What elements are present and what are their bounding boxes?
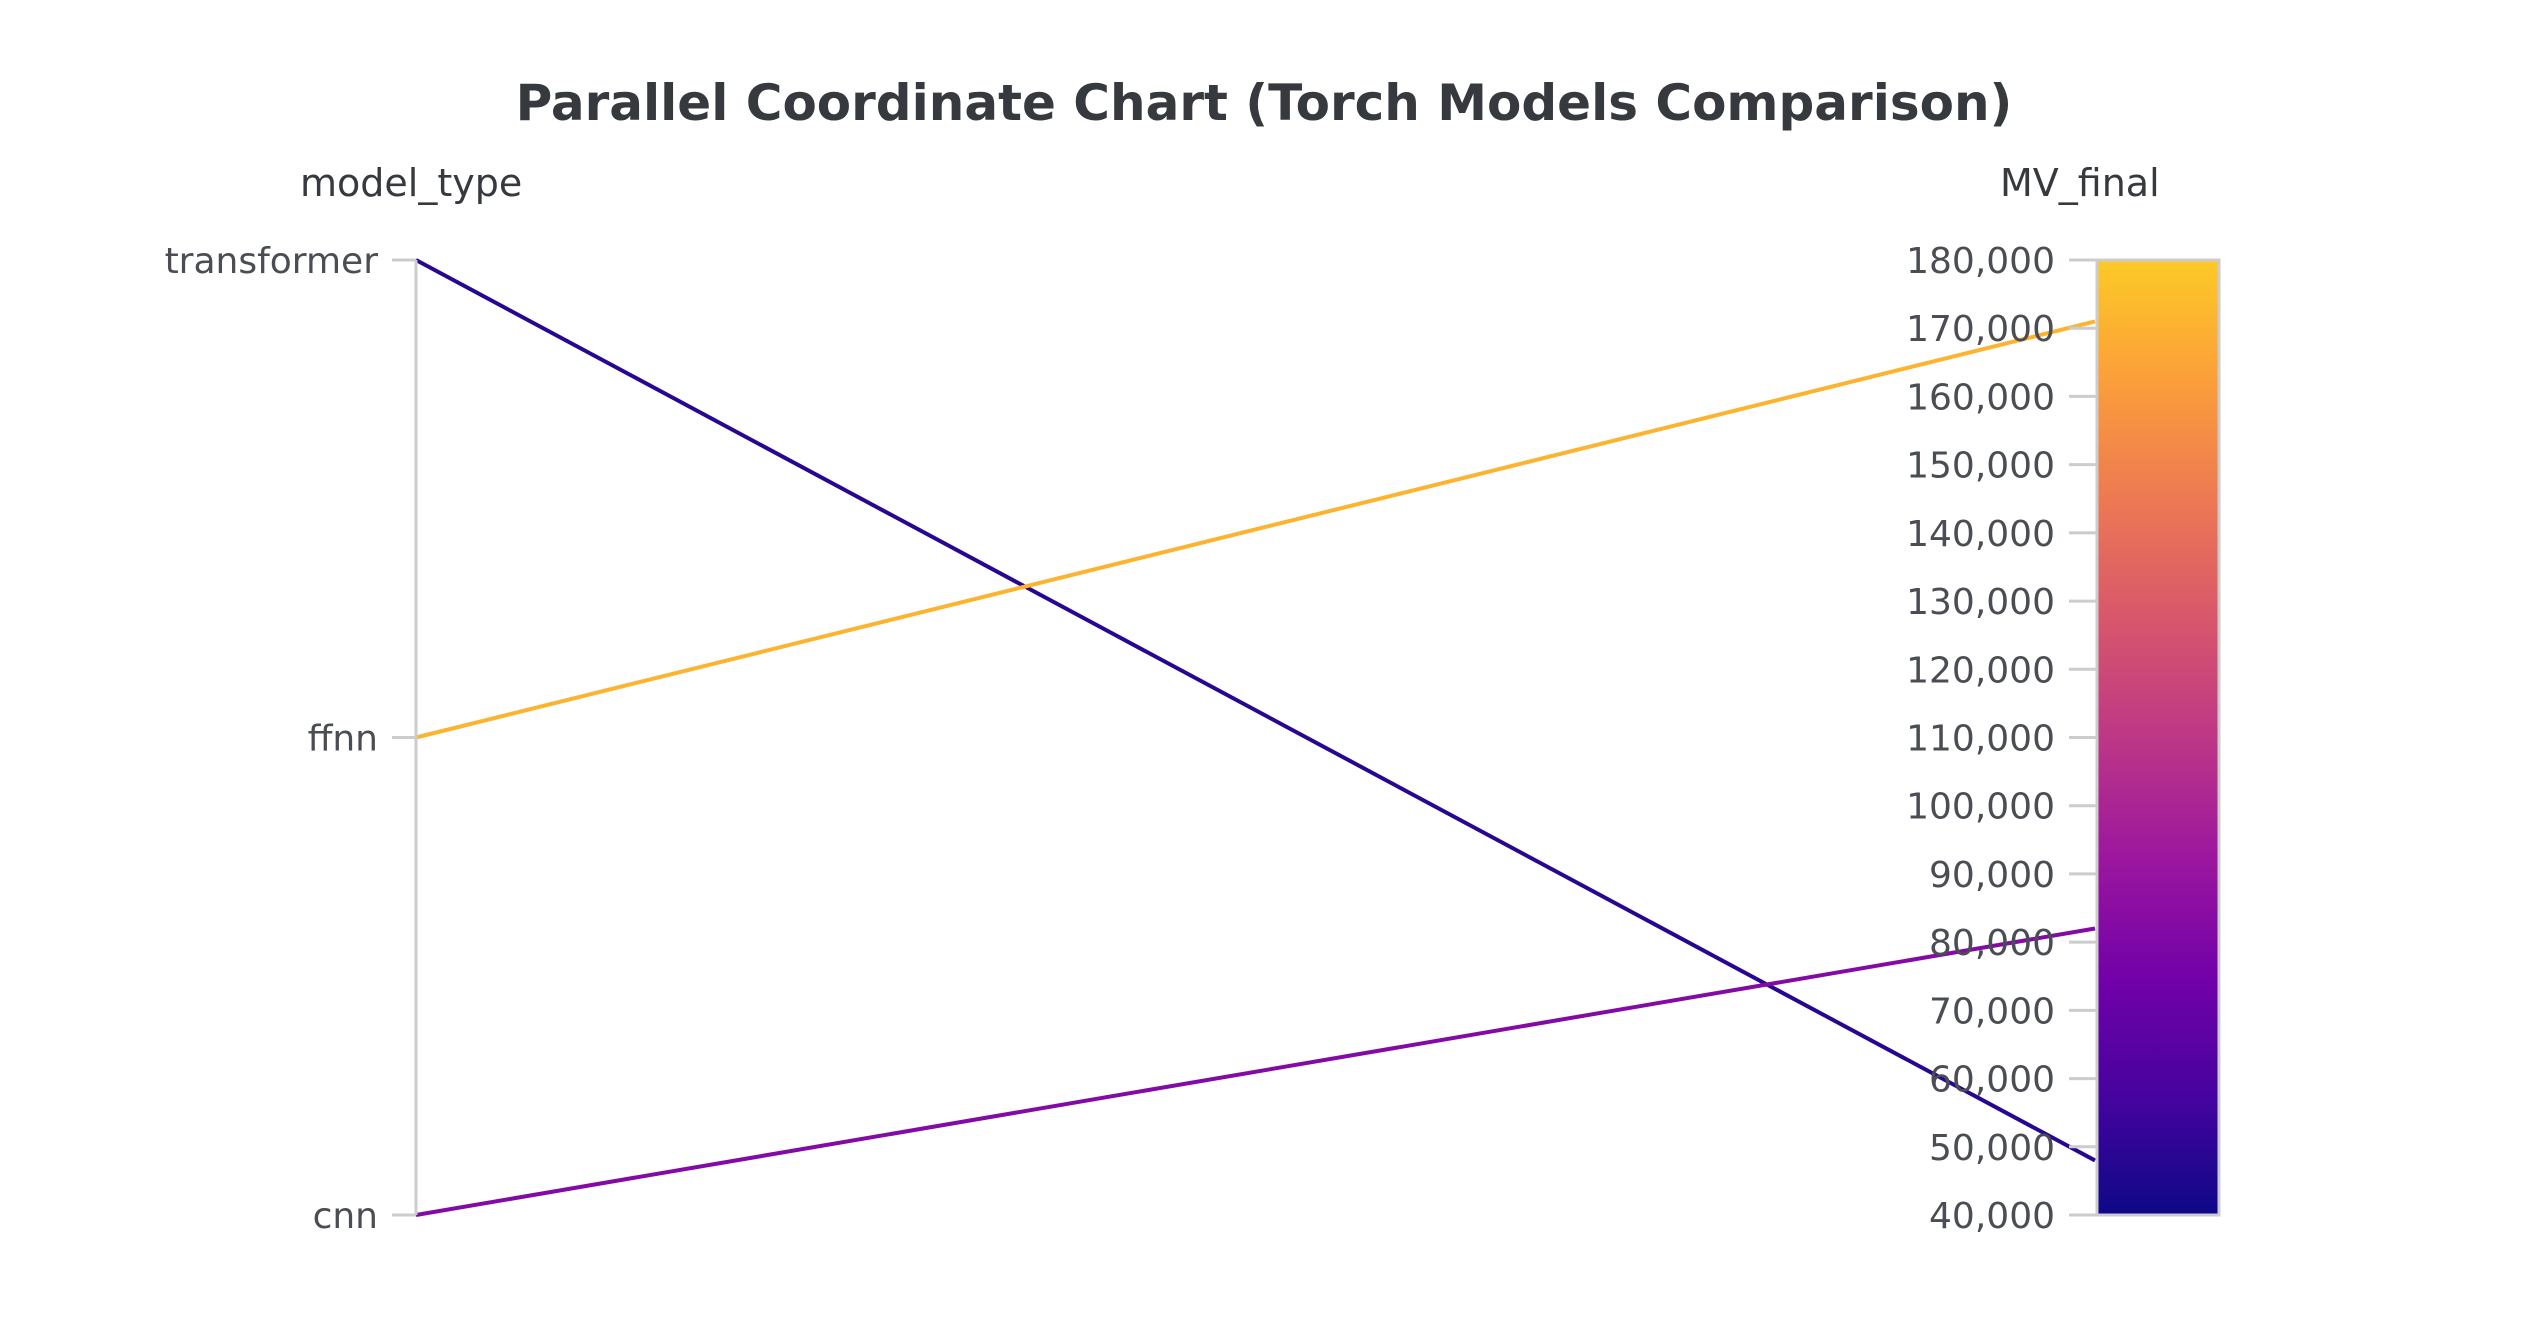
mv-final-tick-label: 110,000 [1906,719,2055,760]
mv-final-tick-label: 130,000 [1906,582,2055,623]
mv-final-tick-label: 50,000 [1929,1128,2055,1169]
mv-final-tick-label: 90,000 [1929,855,2055,896]
mv-final-tick-label: 60,000 [1929,1060,2055,1101]
mv-final-tick-label: 120,000 [1906,650,2055,691]
colorbar [2095,258,2221,1217]
model-type-tick-label-ffnn: ffnn [308,719,378,760]
mv-final-axis-label: MV_final [2000,161,2160,205]
record-line-transformer [415,258,2096,1163]
mv-final-tick-label: 180,000 [1906,241,2055,282]
mv-final-tick-label: 170,000 [1906,309,2055,350]
mv-final-tick-label: 100,000 [1906,787,2055,828]
mv-final-tick-label: 140,000 [1906,514,2055,555]
mv-final-tick-label: 160,000 [1906,377,2055,418]
mv-final-tick-label: 70,000 [1929,991,2055,1032]
record-line-cnn [415,926,2096,1217]
model-type-axis-label: model_type [300,161,522,205]
chart-title: Parallel Coordinate Chart (Torch Models … [516,74,2013,132]
model-type-tick-label-cnn: cnn [313,1196,378,1237]
model-type-tick-label-transformer: transformer [165,241,379,282]
mv-final-tick-label: 150,000 [1906,446,2055,487]
record-line-ffnn [415,319,2096,740]
series-lines [415,258,2096,1217]
colorbar-gradient [2095,258,2221,1217]
mv-final-tick-label: 80,000 [1929,923,2055,964]
mv-final-tick-label: 40,000 [1929,1196,2055,1237]
